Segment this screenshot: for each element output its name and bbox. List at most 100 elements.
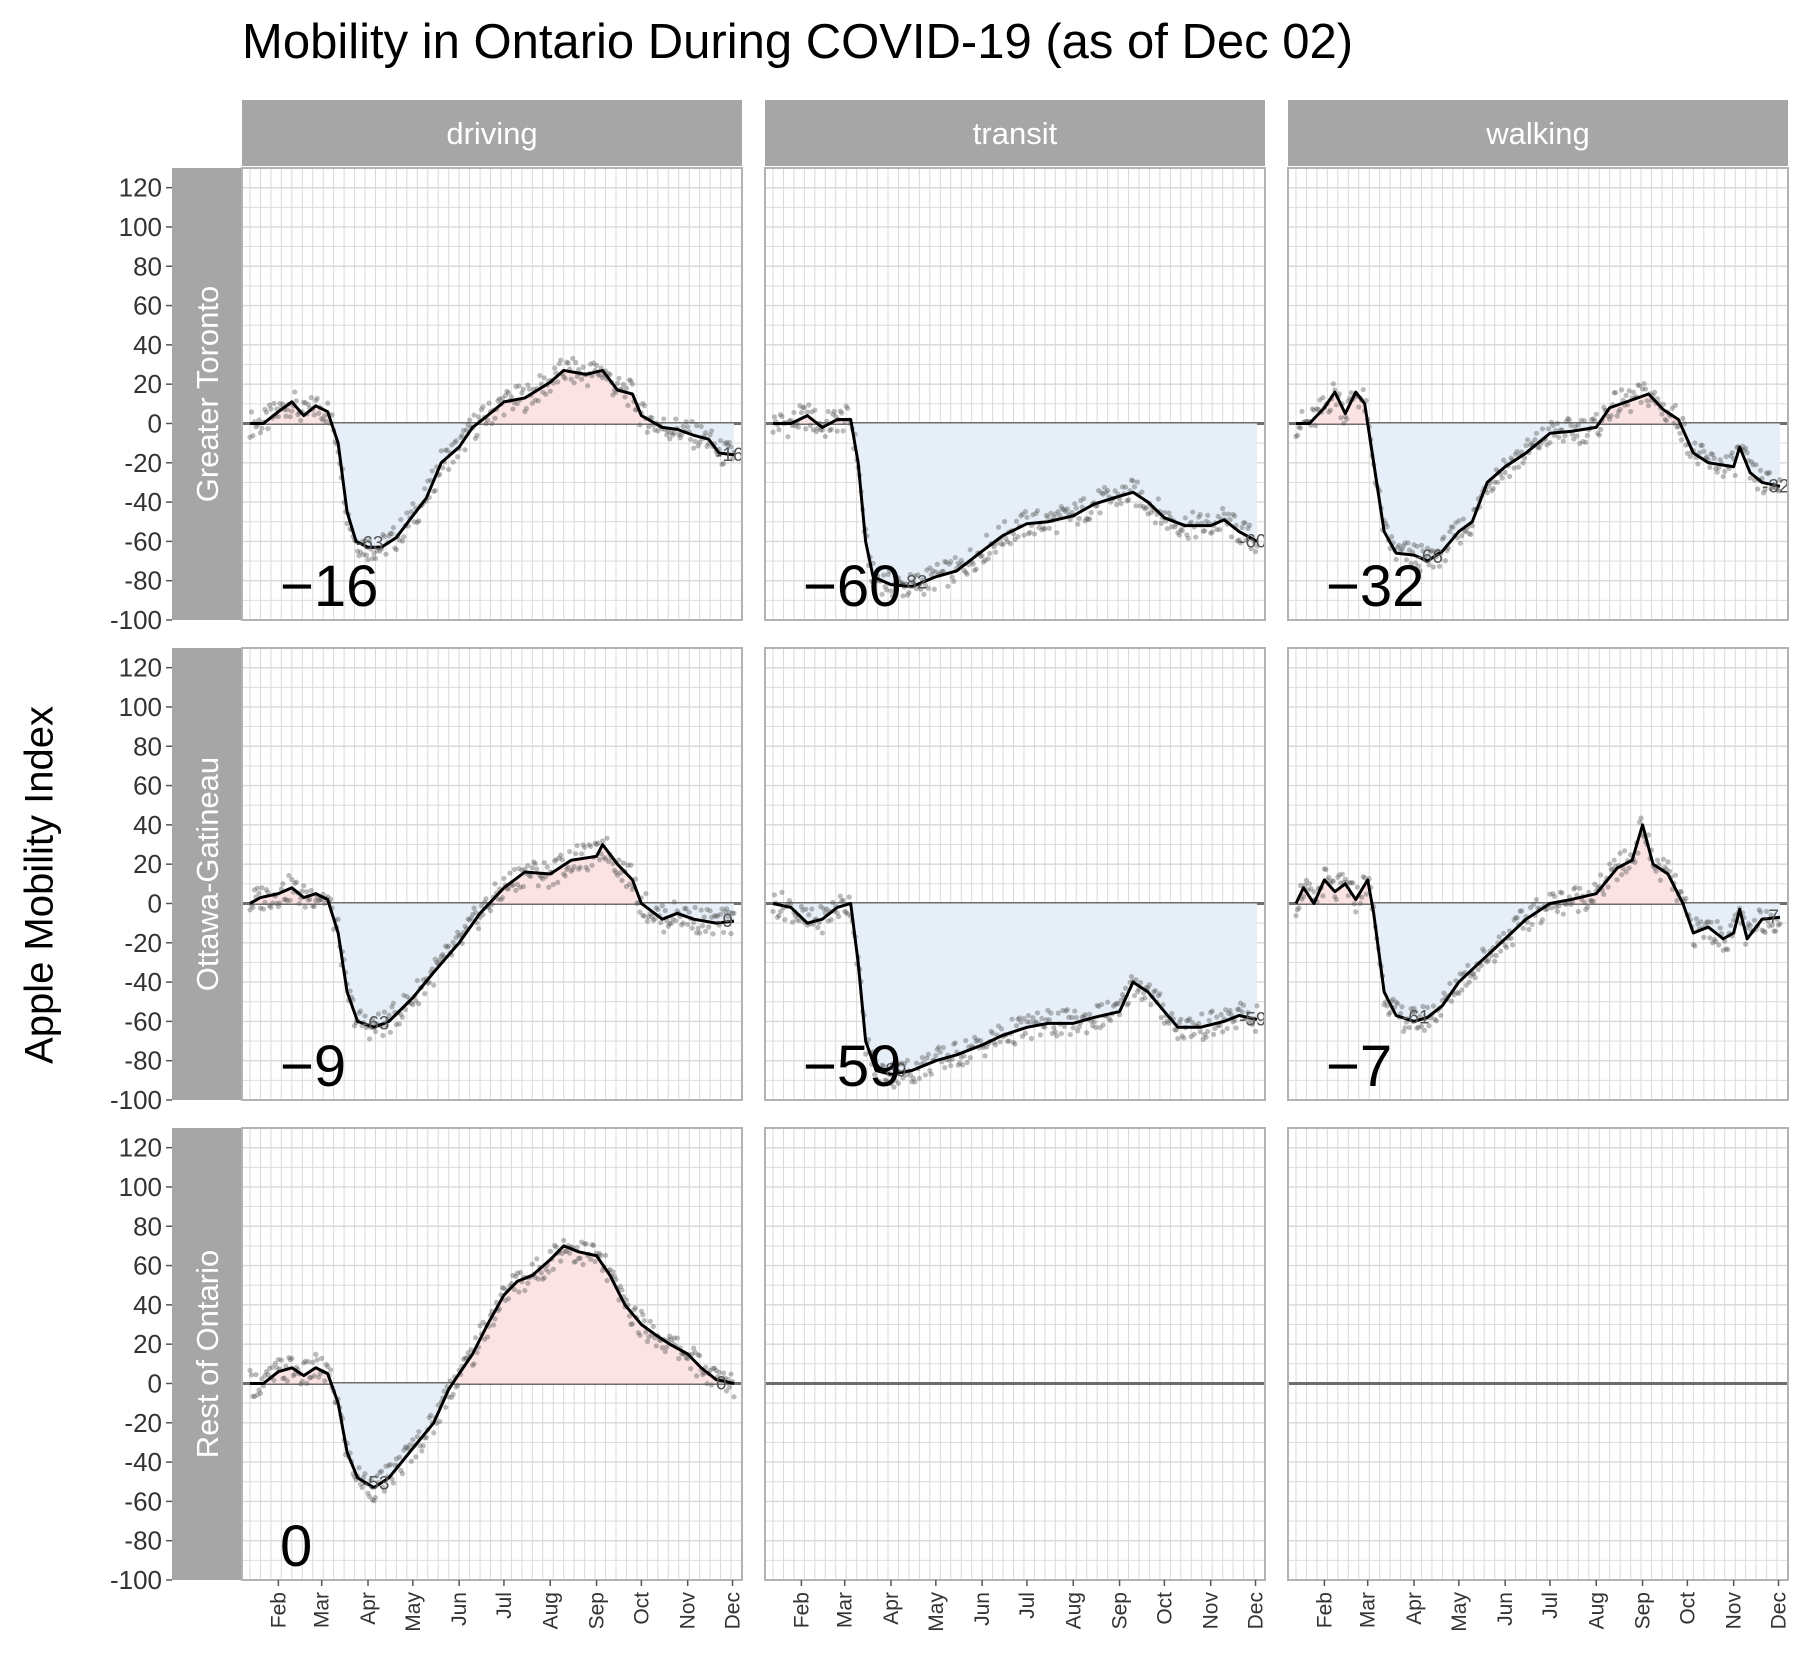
daily-point (949, 574, 955, 580)
daily-point (313, 1351, 319, 1357)
daily-point (556, 855, 562, 861)
daily-point (587, 361, 594, 367)
daily-point (1760, 490, 1767, 496)
daily-point (1197, 511, 1203, 518)
daily-point (1019, 511, 1026, 517)
daily-point (1010, 1039, 1017, 1046)
daily-point (1590, 898, 1596, 904)
daily-point (1230, 511, 1236, 517)
daily-point (942, 558, 948, 565)
daily-point (1732, 472, 1738, 479)
daily-point (1451, 992, 1457, 998)
daily-point (308, 394, 314, 401)
daily-point (280, 881, 286, 887)
daily-point (386, 533, 392, 539)
daily-point (1607, 861, 1613, 867)
daily-point (598, 1252, 604, 1259)
daily-point (1039, 527, 1045, 533)
x-tick-label: Jun (1494, 1592, 1517, 1626)
daily-point (263, 887, 270, 893)
daily-point (880, 572, 887, 578)
daily-point (1034, 508, 1041, 514)
daily-point (1051, 514, 1057, 520)
daily-point (471, 412, 477, 418)
daily-point (1112, 488, 1118, 494)
daily-point (886, 568, 893, 574)
daily-point (1064, 1007, 1070, 1013)
daily-point (468, 915, 474, 921)
daily-point (466, 417, 473, 423)
daily-point (797, 403, 803, 409)
y-tick-label: 0 (148, 888, 162, 918)
daily-point (671, 1335, 677, 1341)
daily-point (1412, 560, 1419, 566)
daily-point (1350, 880, 1356, 886)
daily-point (286, 1354, 292, 1361)
facet-strip-label: driving (446, 116, 537, 151)
daily-point (1699, 442, 1705, 448)
daily-point (357, 1481, 364, 1487)
daily-point (1152, 988, 1159, 994)
daily-point (665, 923, 671, 929)
trend-line (250, 368, 735, 549)
daily-point (513, 887, 519, 893)
daily-point (1242, 520, 1248, 526)
daily-point (1414, 1025, 1420, 1031)
daily-point (668, 430, 674, 436)
x-tick-label: Apr (357, 1592, 380, 1625)
daily-point (387, 531, 394, 537)
daily-point (1499, 475, 1505, 481)
daily-point (474, 1349, 480, 1356)
daily-point (1076, 1024, 1082, 1030)
daily-point (643, 891, 649, 897)
daily-point (951, 578, 957, 584)
daily-point (665, 428, 671, 435)
daily-point (573, 359, 579, 366)
y-tick-label: -100 (110, 1085, 162, 1115)
daily-point (637, 422, 643, 428)
daily-point (927, 565, 933, 571)
daily-point (1456, 990, 1462, 996)
daily-point (510, 1272, 516, 1279)
daily-point (1022, 508, 1029, 515)
daily-point (320, 417, 326, 423)
daily-point (316, 410, 322, 416)
daily-point (431, 982, 437, 988)
y-tick-label: 100 (119, 692, 162, 722)
daily-point (1439, 536, 1445, 542)
daily-point (1710, 940, 1716, 946)
daily-point (596, 372, 603, 379)
daily-point (450, 459, 456, 465)
daily-point (1768, 912, 1774, 918)
daily-point (585, 383, 591, 389)
daily-point (383, 1463, 389, 1469)
x-tick-label: Apr (880, 1592, 903, 1625)
daily-point (1657, 877, 1664, 883)
daily-point (1187, 1016, 1193, 1022)
daily-point (1471, 971, 1477, 977)
negative-area (328, 903, 734, 1028)
daily-point (1636, 383, 1643, 389)
daily-point (399, 1014, 405, 1020)
daily-point (1720, 947, 1726, 953)
daily-point (323, 1361, 329, 1368)
daily-point (961, 567, 967, 574)
daily-point (292, 1371, 298, 1377)
daily-point (587, 843, 594, 849)
daily-point (646, 1334, 652, 1340)
daily-point (432, 488, 438, 494)
daily-point (1051, 1025, 1057, 1031)
daily-point (1418, 542, 1425, 548)
daily-point (1768, 485, 1774, 491)
daily-point (1475, 966, 1481, 973)
x-tick-label: Dec (1245, 1592, 1268, 1629)
daily-point (1028, 1035, 1035, 1041)
daily-point (815, 924, 821, 931)
daily-point (389, 530, 395, 537)
daily-point (1556, 434, 1562, 440)
daily-point (1243, 537, 1250, 543)
daily-point (1060, 506, 1066, 512)
daily-point (469, 1362, 476, 1368)
daily-point (1329, 878, 1335, 884)
daily-point (492, 415, 498, 421)
